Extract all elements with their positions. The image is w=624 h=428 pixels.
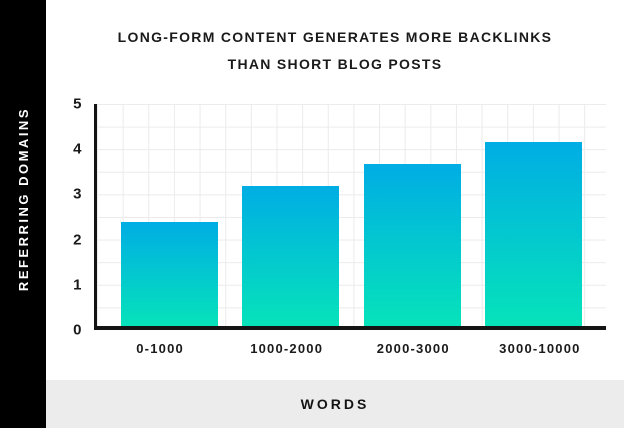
y-axis-tick-labels: 5 4 3 2 1 0 — [48, 96, 82, 339]
x-tick-3000-10000: 3000-10000 — [499, 341, 581, 356]
y-tick-1: 1 — [73, 276, 82, 294]
chart-title: LONG-FORM CONTENT GENERATES MORE BACKLIN… — [46, 24, 624, 78]
bars — [97, 104, 606, 326]
y-axis-title-band: REFERRING DOMAINS — [0, 0, 46, 428]
bar-1000-2000 — [242, 186, 340, 326]
bar-2000-3000 — [363, 163, 461, 326]
y-tick-0: 0 — [73, 321, 82, 339]
chart-title-line-2: THAN SHORT BLOG POSTS — [227, 56, 443, 72]
y-tick-3: 3 — [73, 185, 82, 203]
y-tick-2: 2 — [73, 231, 82, 249]
bar-3000-10000 — [484, 141, 582, 326]
y-tick-4: 4 — [73, 140, 82, 158]
y-tick-5: 5 — [73, 95, 82, 113]
x-axis-title: WORDS — [300, 396, 370, 412]
plot-area — [94, 104, 606, 330]
y-axis-title: REFERRING DOMAINS — [15, 106, 31, 292]
x-tick-2000-3000: 2000-3000 — [376, 341, 450, 356]
chart-title-line-1: LONG-FORM CONTENT GENERATES MORE BACKLIN… — [117, 29, 553, 45]
bar-0-1000 — [121, 221, 219, 326]
x-tick-0-1000: 0-1000 — [136, 341, 184, 356]
x-tick-1000-2000: 1000-2000 — [250, 341, 324, 356]
x-axis-title-band: WORDS — [46, 380, 624, 428]
x-axis-tick-labels: 0-1000 1000-2000 2000-3000 3000-10000 — [94, 341, 606, 356]
